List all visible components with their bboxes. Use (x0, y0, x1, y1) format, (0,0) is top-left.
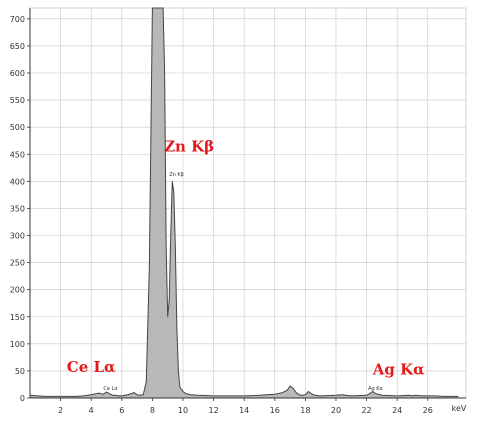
y-tick-label: 0 (20, 394, 25, 403)
peak-label: Ce Lα (67, 358, 116, 376)
peak-label: Zn Kβ (164, 138, 214, 156)
x-tick-label: 22 (361, 406, 371, 415)
y-tick-label: 700 (10, 15, 25, 24)
peak-marker-label: Ag Kα (368, 386, 383, 392)
y-tick-label: 250 (10, 259, 25, 268)
x-tick-label: 26 (423, 406, 433, 415)
x-tick-label: 2 (58, 406, 63, 415)
x-tick-label: 8 (150, 406, 155, 415)
y-tick-label: 450 (10, 150, 25, 159)
y-tick-label: 350 (10, 204, 25, 213)
peak-marker-label: Zn Kβ (169, 172, 184, 178)
x-tick-label: 20 (331, 406, 341, 415)
x-tick-label: 16 (270, 406, 280, 415)
peak-label: Ag Kα (372, 361, 425, 379)
x-axis-unit-label: keV (452, 404, 467, 413)
spectrum-line (29, 7, 459, 397)
y-tick-label: 200 (10, 286, 25, 295)
x-tick-label: 24 (392, 406, 402, 415)
x-tick-label: 14 (239, 406, 249, 415)
y-tick-label: 400 (10, 177, 25, 186)
peak-marker-label: Ce Lα (103, 386, 118, 392)
x-tick-label: 18 (300, 406, 310, 415)
x-tick-label: 12 (208, 406, 218, 415)
y-tick-label: 600 (10, 69, 25, 78)
y-tick-label: 650 (10, 42, 25, 51)
y-tick-label: 150 (10, 313, 25, 322)
x-tick-label: 4 (89, 406, 94, 415)
y-tick-label: 100 (10, 340, 25, 349)
y-tick-label: 500 (10, 123, 25, 132)
y-tick-label: 50 (15, 367, 25, 376)
y-tick-label: 300 (10, 232, 25, 241)
y-tick-label: 550 (10, 96, 25, 105)
x-tick-label: 10 (178, 406, 188, 415)
x-tick-label: 6 (119, 406, 124, 415)
